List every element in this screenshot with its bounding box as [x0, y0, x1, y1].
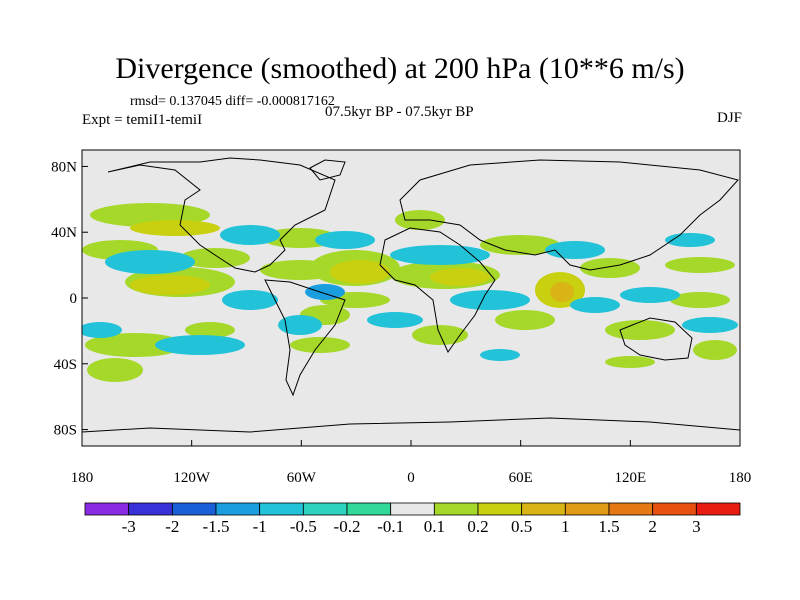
colorbar-label: -1 — [252, 517, 267, 536]
colorbar-label: -3 — [121, 517, 136, 536]
lat-tick-label: 40S — [54, 357, 77, 373]
colorbar-label: 0.2 — [467, 517, 489, 536]
lat-tick-label: 80N — [51, 159, 77, 175]
lon-tick-label: 120W — [173, 470, 211, 486]
lon-tick-label: 180 — [729, 470, 752, 486]
stats-text: rmsd= 0.137045 diff= -0.000817162 — [130, 94, 335, 109]
colorbar-swatch — [477, 502, 523, 516]
colorbar-swatch — [84, 502, 130, 516]
colorbar-label: -2 — [165, 517, 180, 536]
lon-tick-label: 60W — [287, 470, 317, 486]
colorbar-swatch — [521, 502, 566, 516]
colorbar-swatch — [259, 502, 304, 516]
colorbar-label: 0.1 — [423, 517, 445, 536]
colorbar-label: 0.5 — [511, 517, 533, 536]
plot-title: Divergence (smoothed) at 200 hPa (10**6 … — [115, 52, 685, 85]
colorbar-swatch — [346, 502, 392, 516]
coastlines — [82, 157, 740, 433]
colorbar-swatch — [128, 502, 173, 516]
colorbar-swatch — [695, 502, 741, 516]
colorbar-swatch — [433, 502, 479, 516]
experiment-label: Expt = temiI1-temiI — [82, 112, 203, 128]
colorbar-label: -0.2 — [333, 517, 361, 536]
lon-tick-label: 0 — [407, 470, 415, 486]
period-label: 07.5kyr BP - 07.5kyr BP — [325, 104, 474, 120]
colorbar-label: -0.5 — [289, 517, 317, 536]
lat-tick-label: 40N — [51, 225, 77, 241]
colorbar-swatch — [564, 502, 610, 516]
colorbar-label: -0.1 — [377, 517, 405, 536]
lon-tick-label: 120E — [614, 470, 646, 486]
lat-tick-label: 0 — [70, 291, 78, 307]
lon-tick-label: 60E — [509, 470, 533, 486]
colorbar-label: 2 — [648, 517, 657, 536]
latitude-axis: 80N 40N 0 40S 80S — [51, 159, 88, 439]
lat-tick-label: 80S — [54, 423, 77, 439]
colorbar-label: 1 — [561, 517, 570, 536]
colorbar-swatch — [215, 502, 261, 516]
colorbar-swatch — [652, 502, 697, 516]
colorbar-swatch — [608, 502, 654, 516]
colorbar-label: 3 — [692, 517, 701, 536]
colorbar-label: 1.5 — [598, 517, 620, 536]
colorbar-swatch — [302, 502, 348, 516]
longitude-axis: 180 120W 60W 0 60E 120E 180 — [71, 440, 752, 486]
colorbar-swatch — [390, 502, 435, 516]
season-label: DJF — [716, 110, 742, 126]
colorbar-swatch — [171, 502, 217, 516]
colorbar-label: -1.5 — [202, 517, 230, 536]
colorbar — [84, 502, 741, 516]
lon-tick-label: 180 — [71, 470, 94, 486]
divergence-field — [82, 203, 738, 382]
